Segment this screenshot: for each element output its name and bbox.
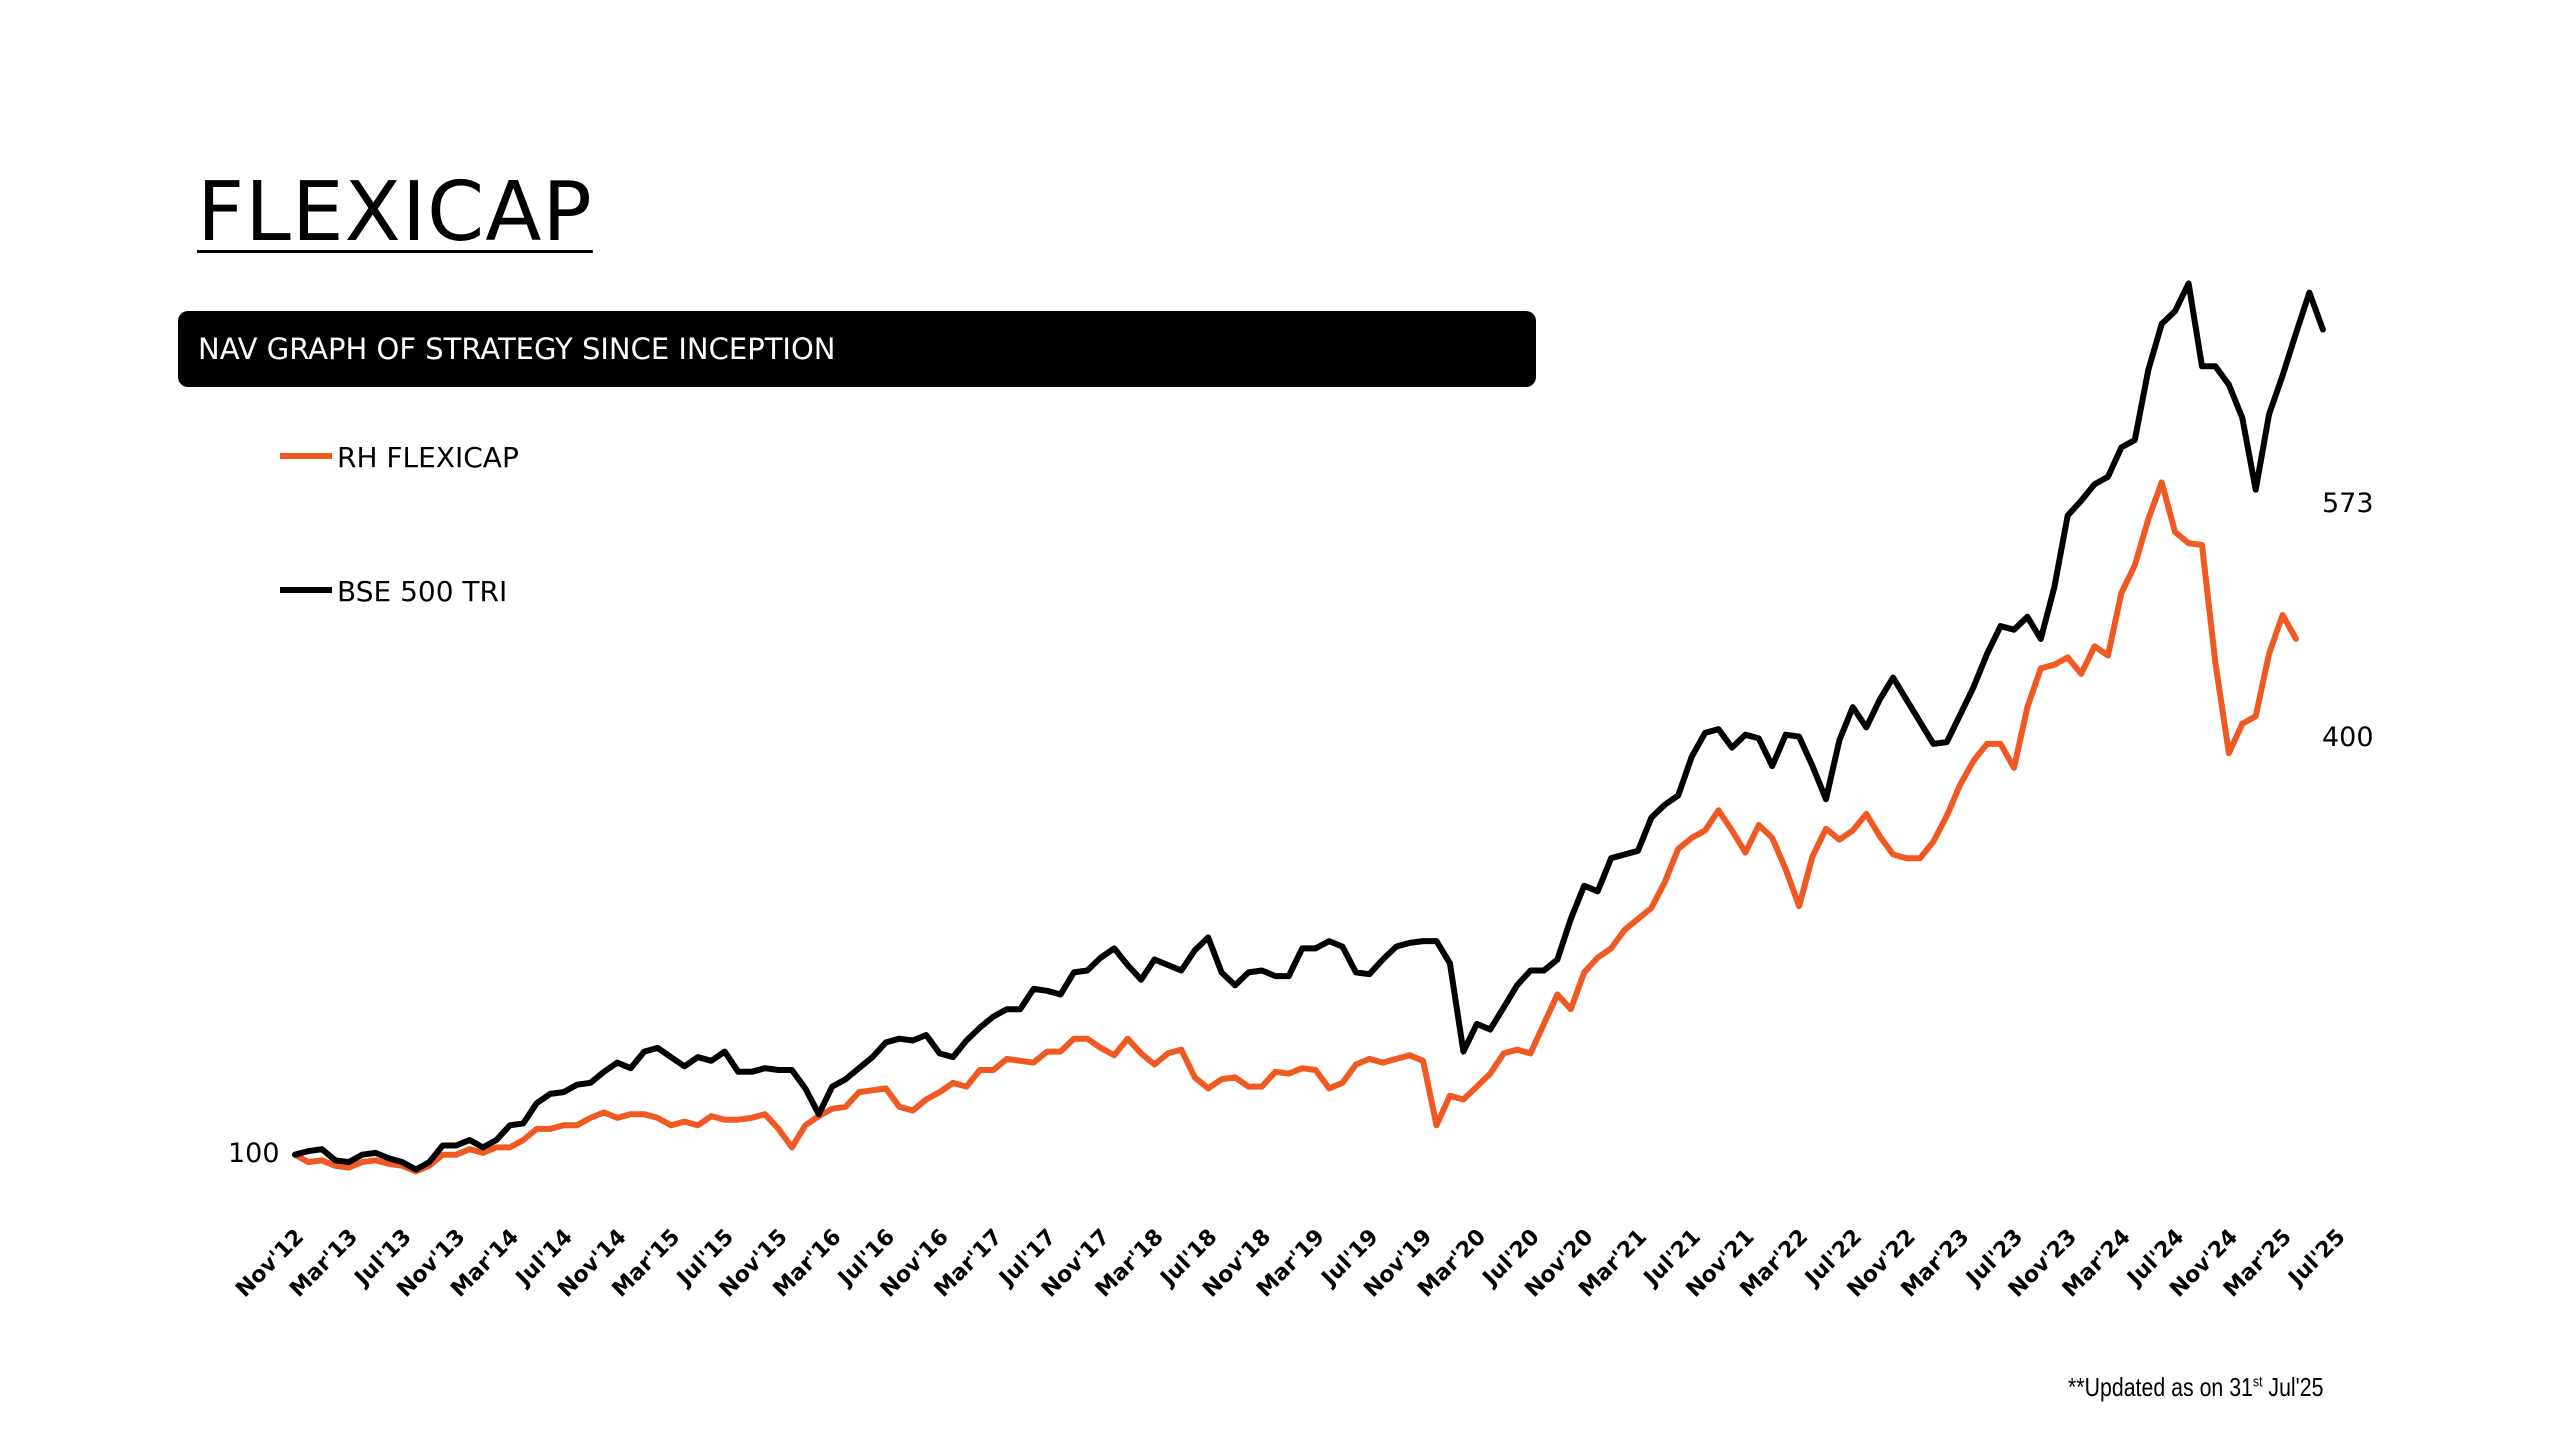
banner-text: NAV GRAPH OF STRATEGY SINCE INCEPTION [198, 332, 836, 366]
end-label-rh-flexicap: 400 [2322, 722, 2374, 753]
legend-label-bse-500-tri: BSE 500 TRI [337, 575, 507, 608]
x-axis-labels: Nov'12Mar'13Jul'13Nov'13Mar'14Jul'14Nov'… [231, 1225, 2350, 1303]
series-line-bse-500-tri [292, 280, 2326, 1173]
page-title: FLEXICAP [197, 165, 593, 260]
footnote-superscript: st [2252, 1373, 2263, 1391]
legend-item-bse-500-tri: BSE 500 TRI [280, 575, 507, 608]
end-label-bse-500-tri: 573 [2322, 488, 2374, 519]
chart-legend: RH FLEXICAP BSE 500 TRI [280, 441, 519, 608]
footnote-suffix: Jul'25 [2262, 1372, 2324, 1402]
series-line-rh-flexicap [292, 479, 2299, 1175]
update-footnote: **Updated as on 31st Jul'25 [2068, 1372, 2323, 1403]
start-value-label: 100 [228, 1138, 280, 1169]
footnote-prefix: **Updated as on 31 [2068, 1372, 2253, 1402]
x-tick-label: Jul'25 [2283, 1225, 2351, 1293]
legend-label-rh-flexicap: RH FLEXICAP [337, 441, 519, 474]
legend-item-rh-flexicap: RH FLEXICAP [280, 441, 519, 474]
section-banner: NAV GRAPH OF STRATEGY SINCE INCEPTION [178, 311, 1536, 387]
series-layer [292, 280, 2326, 1175]
